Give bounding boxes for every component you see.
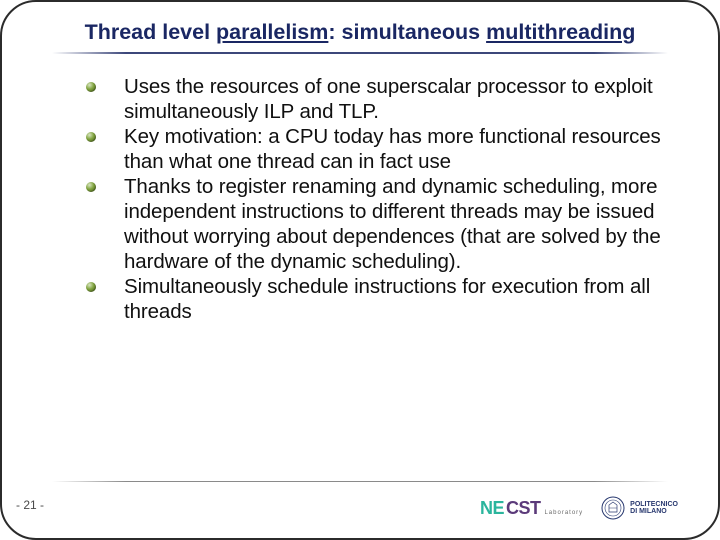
logo-area: NECST Laboratory POLITECNICO DI MILANO [480, 496, 678, 520]
title-keyword-1: parallelism [216, 20, 328, 44]
polimi-text: POLITECNICO DI MILANO [630, 501, 678, 516]
necst-logo: NECST Laboratory [480, 498, 583, 519]
title-rule [52, 52, 668, 54]
polimi-logo: POLITECNICO DI MILANO [601, 496, 678, 520]
list-item: Uses the resources of one superscalar pr… [80, 74, 670, 124]
title-mid: : simultaneous [328, 20, 486, 44]
list-item: Thanks to register renaming and dynamic … [80, 174, 670, 274]
necst-cst: CST [506, 498, 541, 519]
bullet-list: Uses the resources of one superscalar pr… [80, 74, 670, 324]
footer-rule [52, 481, 668, 482]
necst-ne: NE [480, 498, 504, 519]
page-number: - 21 - [16, 498, 44, 512]
polimi-seal-icon [601, 496, 625, 520]
slide-title: Thread level parallelism: simultaneous m… [2, 20, 718, 51]
title-keyword-2: multithreading [486, 20, 635, 44]
list-item: Simultaneously schedule instructions for… [80, 274, 670, 324]
slide-body: Uses the resources of one superscalar pr… [80, 74, 670, 324]
slide-frame: Thread level parallelism: simultaneous m… [0, 0, 720, 540]
polimi-line1: POLITECNICO [630, 501, 678, 508]
polimi-line2: DI MILANO [630, 508, 678, 515]
necst-lab: Laboratory [544, 510, 583, 519]
title-prefix: Thread level [85, 20, 216, 44]
list-item: Key motivation: a CPU today has more fun… [80, 124, 670, 174]
